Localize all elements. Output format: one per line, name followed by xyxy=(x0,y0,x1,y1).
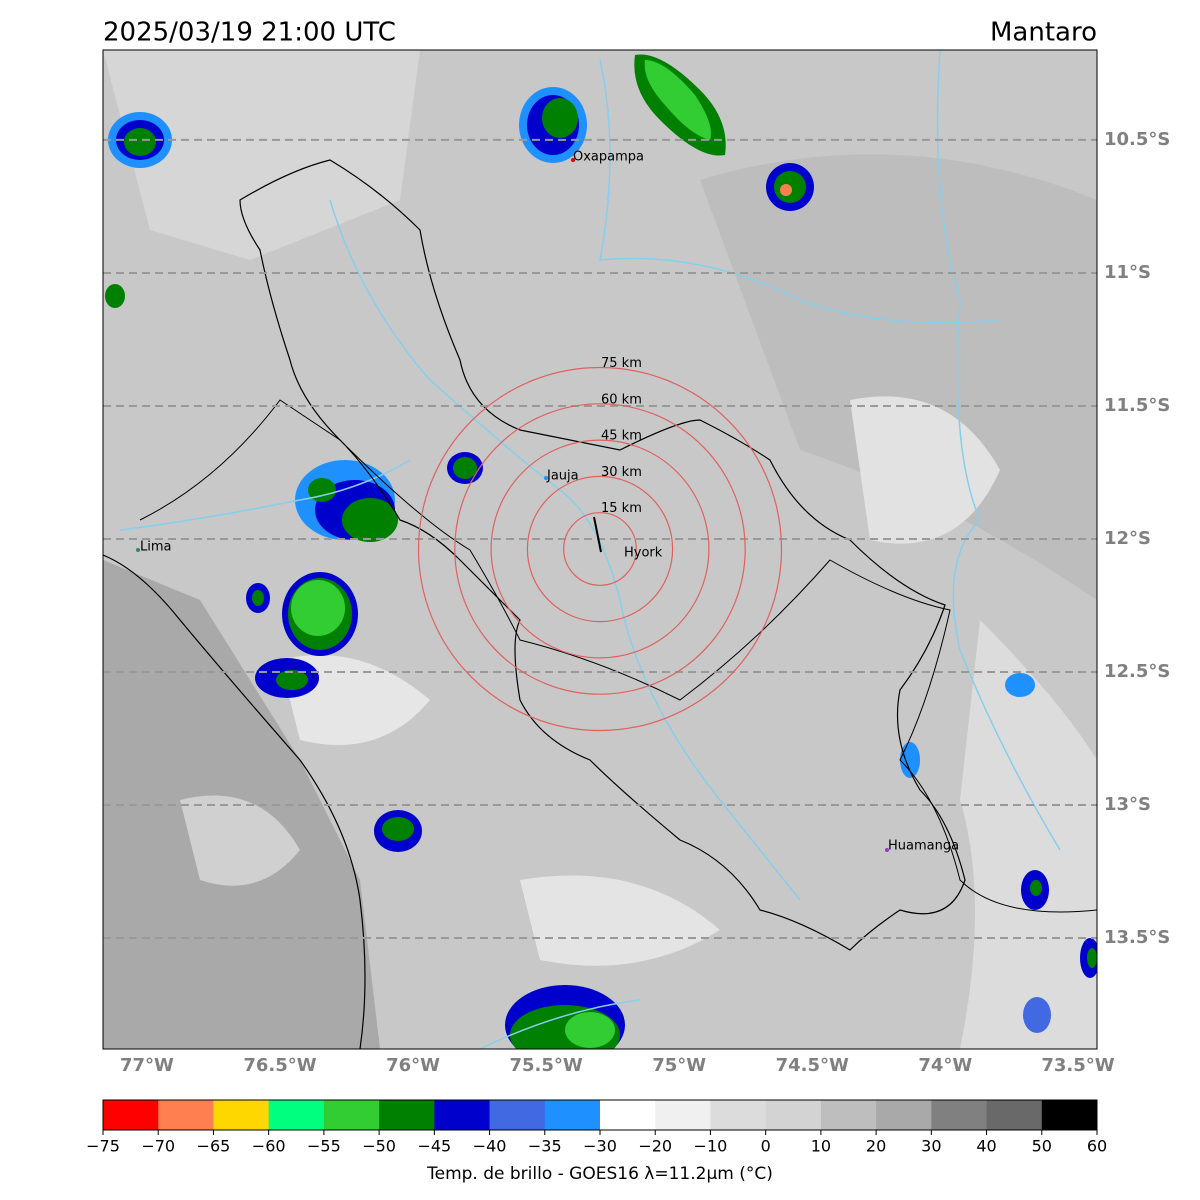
ring-label: 30 km xyxy=(601,465,642,480)
lat-label: 13°S xyxy=(1104,794,1151,815)
lon-label: 75°W xyxy=(652,1055,706,1076)
colorbar-tick-label: −65 xyxy=(197,1137,231,1156)
colorbar-segment xyxy=(765,1100,822,1130)
lon-label: 76.5°W xyxy=(243,1055,316,1076)
colorbar-tick-label: 30 xyxy=(921,1137,941,1156)
colorbar-segment xyxy=(1041,1100,1098,1130)
title: 2025/03/19 21:00 UTC xyxy=(103,18,396,48)
ring-label: 15 km xyxy=(601,501,642,516)
coastline xyxy=(103,554,366,1049)
colorbar-segment xyxy=(876,1100,932,1130)
colorbar-segment xyxy=(323,1100,380,1130)
lat-label: 11°S xyxy=(1104,262,1151,283)
colorbar-tick-label: −70 xyxy=(141,1137,175,1156)
colorbar-segment xyxy=(158,1100,214,1130)
colorbar-tick-label: −10 xyxy=(694,1137,728,1156)
colorbar-tick-label: 0 xyxy=(761,1137,771,1156)
colorbar-tick-label: −60 xyxy=(252,1137,286,1156)
colorbar-segment xyxy=(268,1100,325,1130)
ring-label: 45 km xyxy=(601,429,642,444)
rivers xyxy=(119,50,1061,1049)
colorbar-tick-label: 60 xyxy=(1087,1137,1107,1156)
lon-label: 75.5°W xyxy=(509,1055,582,1076)
range-ring xyxy=(563,512,637,586)
colorbar-tick-label: −75 xyxy=(86,1137,120,1156)
range-ring xyxy=(526,475,674,623)
city-label: Jauja xyxy=(546,469,579,484)
colorbar-segment xyxy=(986,1100,1043,1130)
colorbar-segment xyxy=(655,1100,711,1130)
range-ring xyxy=(454,403,746,695)
colorbar-tick-label: −30 xyxy=(583,1137,617,1156)
colorbar-segment xyxy=(820,1100,877,1130)
city-label: Huamanga xyxy=(888,839,959,854)
region: Mantaro xyxy=(990,18,1097,48)
lon-label: 74.5°W xyxy=(776,1055,849,1076)
ring-label: 75 km xyxy=(601,356,642,371)
ring-label: 60 km xyxy=(601,392,642,407)
colorbar-segment xyxy=(544,1100,601,1130)
colorbar-tick-label: 10 xyxy=(811,1137,831,1156)
colorbar-tick-label: −20 xyxy=(638,1137,672,1156)
city-label: Hyork xyxy=(624,546,663,561)
city-label: Lima xyxy=(140,540,171,555)
colorbar-segment xyxy=(489,1100,546,1130)
range-ring xyxy=(417,366,783,732)
colorbar-segment xyxy=(103,1100,159,1130)
colorbar-segment xyxy=(213,1100,270,1130)
lon-label: 76°W xyxy=(386,1055,440,1076)
colorbar-tick-label: 20 xyxy=(866,1137,886,1156)
colorbar-segment xyxy=(931,1100,988,1130)
map-frame xyxy=(102,49,1098,1050)
colorbar-segment xyxy=(600,1100,656,1130)
colorbar-tick-label: −40 xyxy=(473,1137,507,1156)
lon-label: 73.5°W xyxy=(1041,1055,1114,1076)
city-dot xyxy=(571,158,575,162)
colorbar-tick-label: −50 xyxy=(362,1137,396,1156)
colorbar-label: Temp. de brillo - GOES16 λ=11.2μm (°C) xyxy=(426,1164,773,1184)
colorbar-tick-label: 50 xyxy=(1032,1137,1052,1156)
colorbar-segment xyxy=(710,1100,767,1130)
colorbar-tick-label: −35 xyxy=(528,1137,562,1156)
lat-label: 10.5°S xyxy=(1104,129,1170,150)
colorbar-tick-label: −45 xyxy=(417,1137,451,1156)
city-dot xyxy=(136,548,140,552)
basin-outline xyxy=(239,159,966,951)
city-dot xyxy=(544,476,548,480)
colorbar-segment xyxy=(379,1100,435,1130)
radar-beam xyxy=(593,516,602,553)
map-background: 15 km 30 km 45 km 60 km 75 km Oxapampa Jauja… xyxy=(103,50,1097,1049)
city-dot xyxy=(885,848,889,852)
colorbar-segment xyxy=(434,1100,491,1130)
colorbar-tick-label: 40 xyxy=(976,1137,996,1156)
borders xyxy=(139,399,1097,913)
lon-label: 77°W xyxy=(120,1055,174,1076)
lat-label: 12°S xyxy=(1104,528,1151,549)
lat-label: 12.5°S xyxy=(1104,661,1170,682)
lon-label: 74°W xyxy=(918,1055,972,1076)
range-ring xyxy=(490,439,710,659)
lat-label: 11.5°S xyxy=(1104,395,1170,416)
colorbar-tick-label: −55 xyxy=(307,1137,341,1156)
city-label: Oxapampa xyxy=(573,150,644,165)
lat-label: 13.5°S xyxy=(1104,927,1170,948)
